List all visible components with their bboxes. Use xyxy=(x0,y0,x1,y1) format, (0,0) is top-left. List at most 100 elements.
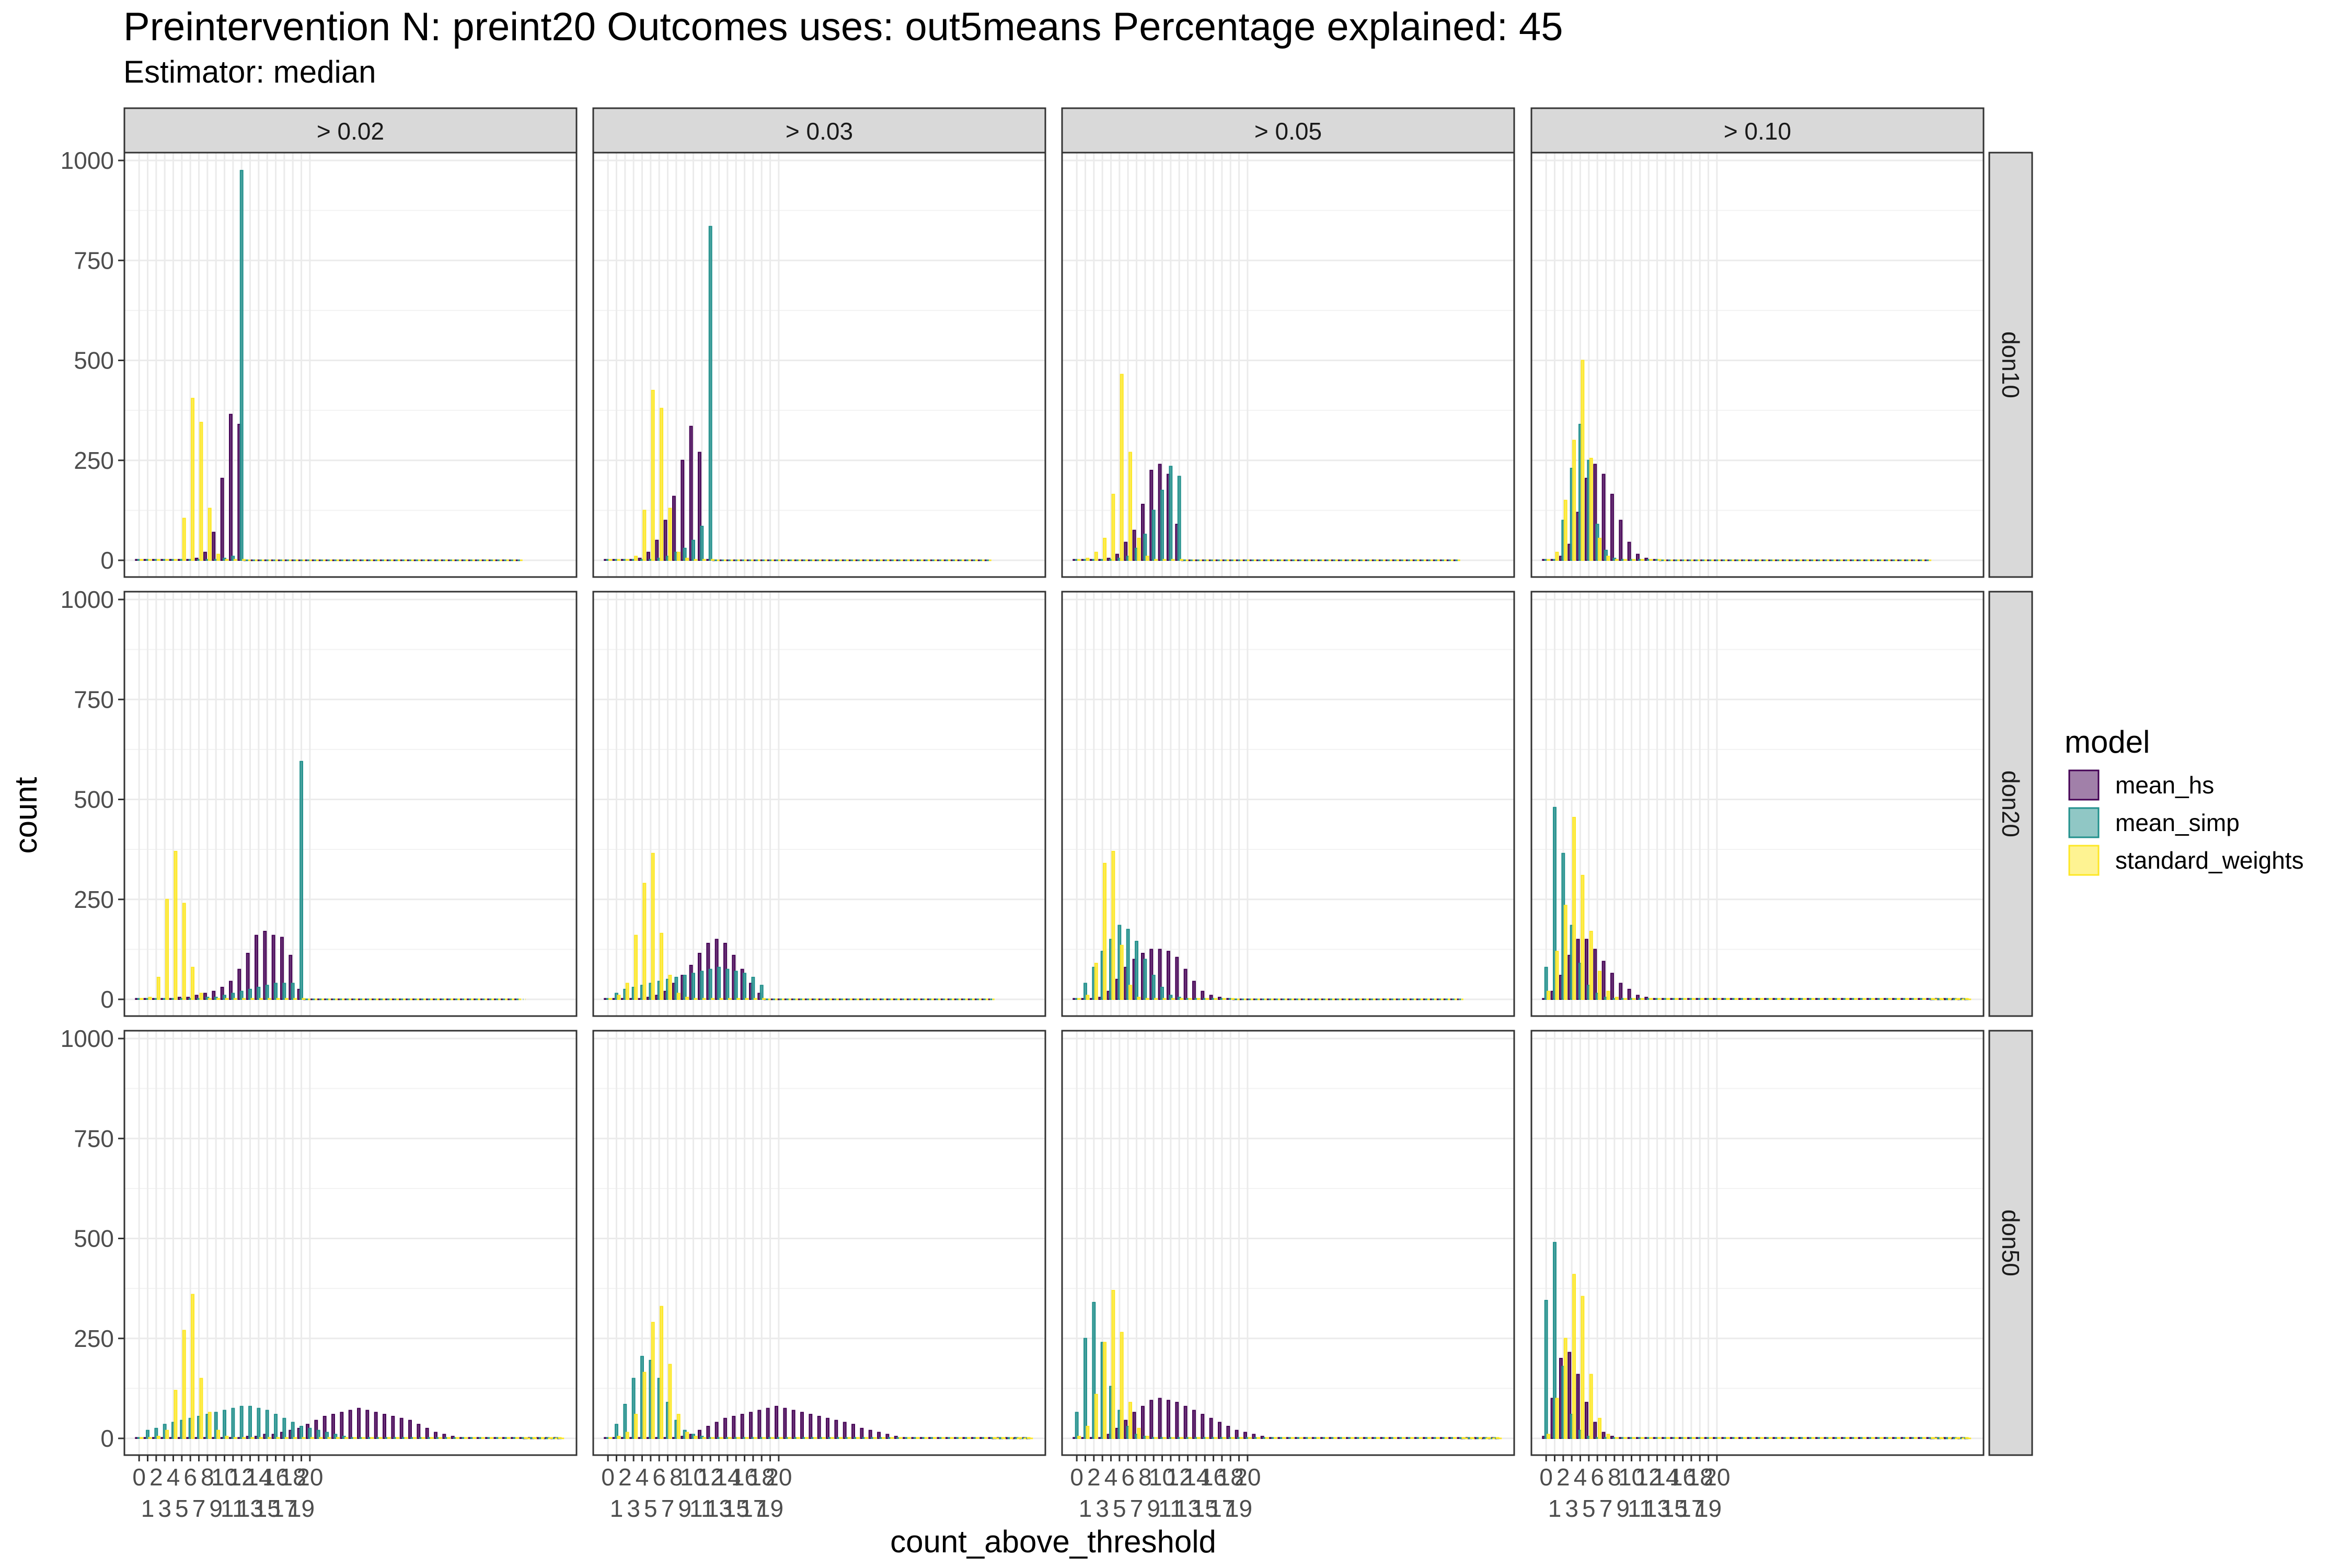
bar-mean_simp xyxy=(291,983,295,1000)
bar-mean_simp xyxy=(1160,987,1164,1000)
bar-mean_hs xyxy=(1627,541,1631,561)
bar-mean_hs xyxy=(1619,983,1623,1000)
bar-standard_weights xyxy=(1145,1436,1149,1439)
x-tick-label: 6 xyxy=(652,1463,666,1491)
bar-mean_simp xyxy=(1151,510,1156,561)
bar-standard_weights xyxy=(1214,998,1218,1000)
bar-mean_hs xyxy=(1201,990,1205,1000)
x-tick-label: 10 xyxy=(1149,1463,1175,1491)
bar-mean_hs xyxy=(322,1415,327,1439)
x-tick-label: 8 xyxy=(1608,1463,1621,1491)
bar-mean_hs xyxy=(689,425,693,561)
x-tick-label: 10 xyxy=(680,1463,707,1491)
bar-mean_simp xyxy=(239,990,244,1000)
bar-mean_hs xyxy=(1584,939,1588,1000)
bar-standard_weights xyxy=(1180,1437,1184,1439)
bar-standard_weights xyxy=(702,998,706,1000)
bar-mean_simp xyxy=(214,1412,218,1439)
bar-standard_weights xyxy=(225,1436,229,1439)
x-tick-label: 1 xyxy=(610,1495,624,1522)
bar-standard_weights xyxy=(1871,998,1875,1000)
bar-mean_simp xyxy=(615,1424,618,1439)
panel-border xyxy=(1530,1030,1985,1456)
bar-standard_weights xyxy=(1436,1437,1440,1439)
bar-standard_weights xyxy=(967,1437,971,1439)
bar-standard_weights xyxy=(1880,998,1884,1000)
bar-standard_weights xyxy=(191,1294,195,1439)
bar-standard_weights xyxy=(1367,1437,1371,1439)
legend-label-mean_simp: mean_simp xyxy=(2115,809,2240,836)
bar-standard_weights xyxy=(1214,1437,1218,1439)
bar-standard_weights xyxy=(1606,1434,1610,1439)
bar-standard_weights xyxy=(233,998,237,1000)
bar-standard_weights xyxy=(1120,944,1124,1000)
x-tick-label: 4 xyxy=(1104,1463,1118,1491)
bar-mean_hs xyxy=(1601,961,1606,1000)
x-tick-label: 6 xyxy=(1590,1463,1604,1491)
bar-standard_weights xyxy=(1751,1437,1756,1439)
bar-mean_simp xyxy=(1143,534,1147,561)
bar-mean_hs xyxy=(1141,1405,1145,1439)
bar-standard_weights xyxy=(1188,998,1192,1000)
bar-standard_weights xyxy=(1273,1437,1277,1439)
bar-mean_hs xyxy=(885,1434,890,1439)
bar-standard_weights xyxy=(694,1436,698,1439)
bar-standard_weights xyxy=(1103,862,1107,1000)
x-tick-label: 19 xyxy=(1226,1495,1252,1522)
bar-mean_simp xyxy=(316,1429,320,1439)
bar-standard_weights xyxy=(1563,500,1567,561)
bar-standard_weights xyxy=(1393,1437,1397,1439)
bar-standard_weights xyxy=(950,1437,954,1439)
x-tick-label: 7 xyxy=(192,1495,206,1522)
bar-standard_weights xyxy=(1547,1434,1551,1439)
bar-standard_weights xyxy=(1785,1437,1790,1439)
bar-standard_weights xyxy=(1248,1437,1252,1439)
x-tick-label: 17 xyxy=(1678,1495,1704,1522)
bar-standard_weights xyxy=(1563,1338,1567,1439)
panel-border xyxy=(592,152,1046,578)
bar-mean_hs xyxy=(289,954,293,1000)
bar-standard_weights xyxy=(839,1437,843,1439)
bar-standard_weights xyxy=(1794,1437,1798,1439)
bar-standard_weights xyxy=(1547,990,1551,1000)
bar-standard_weights xyxy=(1845,998,1849,1000)
bar-standard_weights xyxy=(1452,1437,1457,1439)
bar-standard_weights xyxy=(430,1437,434,1439)
bar-mean_simp xyxy=(1151,975,1156,1000)
bar-standard_weights xyxy=(881,1437,885,1439)
bar-standard_weights xyxy=(165,1429,169,1439)
bar-mean_hs xyxy=(655,539,659,561)
bar-standard_weights xyxy=(1888,998,1892,1000)
bar-standard_weights xyxy=(1691,1437,1696,1439)
bar-mean_simp xyxy=(274,983,278,1000)
facet-strip-row xyxy=(1988,591,2033,1017)
bar-standard_weights xyxy=(1563,905,1567,1000)
bar-standard_weights xyxy=(1103,537,1107,561)
bar-standard_weights xyxy=(327,1437,331,1439)
bar-standard_weights xyxy=(1819,1437,1824,1439)
x-tick-label: 0 xyxy=(601,1463,615,1491)
bar-standard_weights xyxy=(745,998,749,1000)
bar-standard_weights xyxy=(250,1437,255,1439)
y-tick-label: 750 xyxy=(74,1125,114,1152)
bar-mean_simp xyxy=(674,976,678,1000)
bar-standard_weights xyxy=(1880,1437,1884,1439)
x-tick-label: 18 xyxy=(748,1463,775,1491)
bar-standard_weights xyxy=(788,1437,792,1439)
bar-standard_weights xyxy=(1145,998,1149,1000)
x-tick-label: 11 xyxy=(1158,1495,1183,1522)
bar-standard_weights xyxy=(1615,559,1619,561)
bar-mean_hs xyxy=(1593,1422,1597,1439)
bar-standard_weights xyxy=(728,998,732,1000)
bar-mean_hs xyxy=(408,1420,412,1439)
bar-mean_hs xyxy=(348,1410,352,1439)
bar-standard_weights xyxy=(174,1390,178,1439)
facet-strip-col xyxy=(592,107,1046,154)
bar-standard_weights xyxy=(1675,998,1679,1000)
bar-standard_weights xyxy=(1495,1437,1500,1439)
bar-mean_simp xyxy=(239,1405,244,1439)
bar-mean_hs xyxy=(1619,520,1623,561)
x-tick-label: 11 xyxy=(689,1495,714,1522)
bar-standard_weights xyxy=(1922,998,1926,1000)
x-tick-label: 12 xyxy=(1635,1463,1662,1491)
